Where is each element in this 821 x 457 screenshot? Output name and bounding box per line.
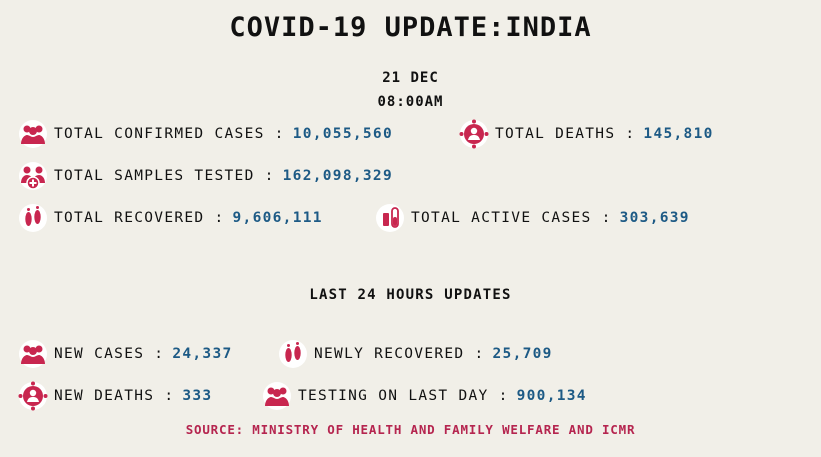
stat-label: NEW DEATHS : <box>54 388 175 404</box>
page-title: COVID-19 UPDATE:INDIA <box>229 12 592 43</box>
stat-total-recovered: TOTAL RECOVERED : 9,606,111 <box>18 203 323 233</box>
source-note: SOURCE: MINISTRY OF HEALTH AND FAMILY WE… <box>185 422 636 437</box>
stat-label: TESTING ON LAST DAY : <box>298 388 509 404</box>
stat-newly-recovered: NEWLY RECOVERED : 25,709 <box>278 339 553 369</box>
stat-total-samples: TOTAL SAMPLES TESTED : 162,098,329 <box>18 161 393 191</box>
stat-label: TOTAL RECOVERED : <box>54 210 225 226</box>
stat-total-active: TOTAL ACTIVE CASES : 303,639 <box>375 203 690 233</box>
people-group-icon <box>262 381 292 411</box>
stat-total-confirmed: TOTAL CONFIRMED CASES : 10,055,560 <box>18 119 393 149</box>
stat-value: 162,098,329 <box>282 168 393 184</box>
stat-value: 9,606,111 <box>232 210 323 226</box>
stat-value: 25,709 <box>492 346 553 362</box>
last-24-hours-heading: LAST 24 HOURS UPDATES <box>309 287 512 303</box>
test-tube-icon <box>375 203 405 233</box>
people-group-icon <box>18 119 48 149</box>
stat-value: 145,810 <box>643 126 714 142</box>
stat-label: NEWLY RECOVERED : <box>314 346 485 362</box>
stat-label: TOTAL DEATHS : <box>495 126 636 142</box>
virus-person-icon <box>18 381 48 411</box>
stat-label: TOTAL CONFIRMED CASES : <box>54 126 285 142</box>
stat-label: TOTAL ACTIVE CASES : <box>411 210 612 226</box>
stat-testing-last-day: TESTING ON LAST DAY : 900,134 <box>262 381 587 411</box>
stat-label: TOTAL SAMPLES TESTED : <box>54 168 275 184</box>
stat-new-cases: NEW CASES : 24,337 <box>18 339 233 369</box>
footprints-icon <box>278 339 308 369</box>
medical-people-icon <box>18 161 48 191</box>
people-group-icon <box>18 339 48 369</box>
stat-value: 10,055,560 <box>292 126 393 142</box>
stat-value: 900,134 <box>516 388 587 404</box>
stat-value: 333 <box>182 388 213 404</box>
stat-new-deaths: NEW DEATHS : 333 <box>18 381 212 411</box>
update-date: 21 DEC <box>382 70 439 86</box>
update-time: 08:00AM <box>377 94 444 110</box>
stat-label: NEW CASES : <box>54 346 165 362</box>
stat-total-deaths: TOTAL DEATHS : 145,810 <box>459 119 714 149</box>
footprints-icon <box>18 203 48 233</box>
virus-person-icon <box>459 119 489 149</box>
stat-value: 303,639 <box>619 210 690 226</box>
stat-value: 24,337 <box>172 346 233 362</box>
